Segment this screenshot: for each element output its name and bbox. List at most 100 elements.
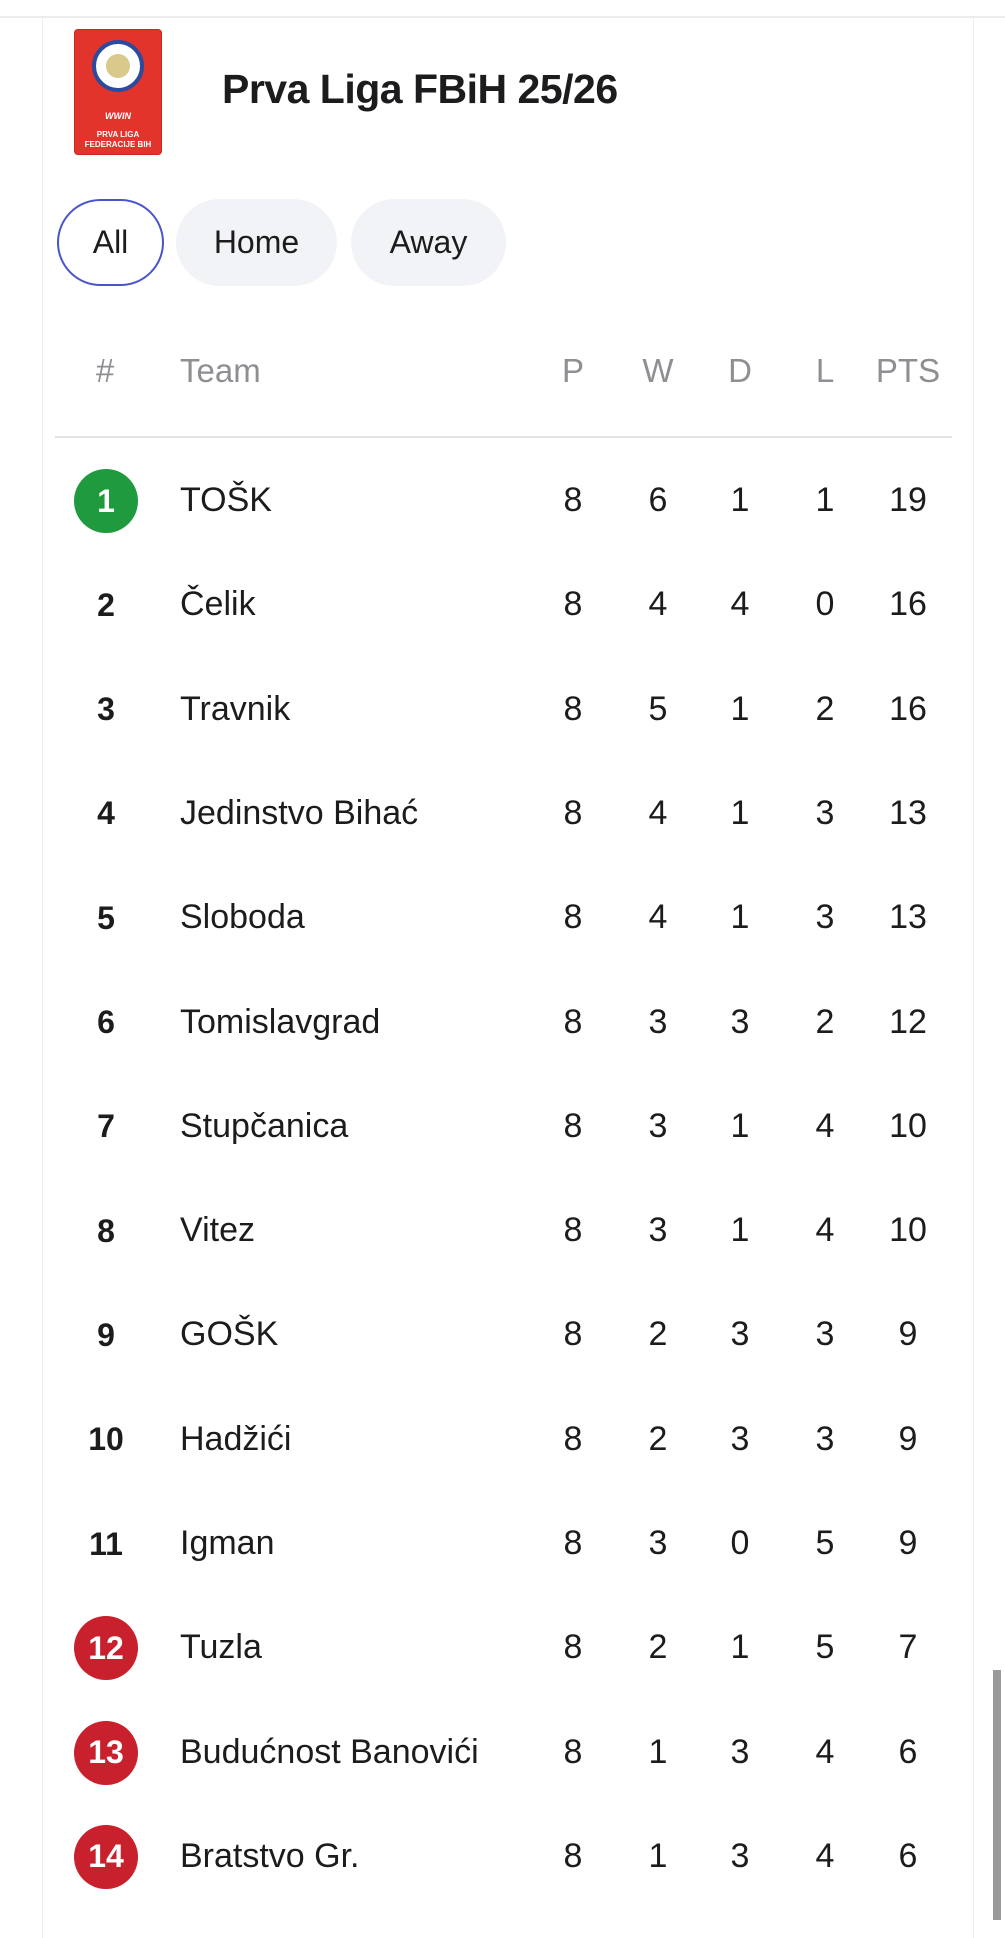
- tab-home[interactable]: Home: [176, 199, 337, 286]
- won: 1: [648, 1836, 668, 1875]
- drawn: 1: [730, 481, 750, 519]
- won: 2: [648, 1628, 668, 1667]
- won: 2: [648, 1315, 668, 1354]
- played: 8: [563, 793, 583, 832]
- position-badge: 12: [74, 1616, 138, 1681]
- points: 16: [889, 689, 927, 728]
- table-row[interactable]: 11 Igman 8 3 0 5 9: [0, 1492, 1005, 1596]
- won: 2: [648, 1419, 668, 1458]
- lost: 3: [815, 793, 835, 832]
- position-badge: 8: [97, 1212, 115, 1249]
- team-name[interactable]: Travnik: [180, 689, 291, 728]
- drawn: 3: [730, 1315, 750, 1354]
- header-won: W: [642, 352, 674, 389]
- lost: 1: [815, 481, 835, 519]
- played: 8: [563, 1732, 583, 1771]
- lost: 2: [815, 689, 835, 728]
- table-row[interactable]: 12 Tuzla 8 2 1 5 7: [0, 1596, 1005, 1700]
- won: 3: [648, 1002, 668, 1041]
- drawn: 3: [730, 1732, 750, 1771]
- won: 6: [648, 481, 668, 519]
- played: 8: [563, 1315, 583, 1354]
- lost: 3: [815, 1419, 835, 1458]
- scrollbar[interactable]: [993, 1670, 1001, 1920]
- drawn: 0: [730, 1524, 750, 1562]
- team-name[interactable]: Vitez: [180, 1211, 255, 1250]
- drawn: 1: [730, 1211, 750, 1250]
- table-row[interactable]: 13 Budućnost Banovići 8 1 3 4 6: [0, 1701, 1005, 1805]
- points: 16: [889, 585, 927, 624]
- position-badge: 2: [97, 586, 115, 623]
- drawn: 3: [730, 1836, 750, 1875]
- position-badge: 14: [74, 1824, 138, 1889]
- league-emblem-icon: [92, 40, 144, 92]
- team-name[interactable]: Bratstvo Gr.: [180, 1836, 360, 1875]
- team-name[interactable]: Igman: [180, 1524, 275, 1562]
- played: 8: [563, 1106, 583, 1145]
- points: 7: [898, 1628, 918, 1667]
- table-row[interactable]: 4 Jedinstvo Bihać 8 4 1 3 13: [0, 762, 1005, 866]
- table-row[interactable]: 9 GOŠK 8 2 3 3 9: [0, 1283, 1005, 1387]
- played: 8: [563, 1524, 583, 1562]
- team-name[interactable]: TOŠK: [180, 481, 272, 519]
- tab-all[interactable]: All: [57, 199, 164, 286]
- team-name[interactable]: Stupčanica: [180, 1106, 349, 1145]
- drawn: 1: [730, 1628, 750, 1667]
- drawn: 1: [730, 689, 750, 728]
- logo-line-1: PRVA LIGA: [96, 130, 140, 139]
- team-name[interactable]: Čelik: [180, 585, 256, 624]
- drawn: 3: [730, 1419, 750, 1458]
- won: 4: [648, 793, 668, 832]
- played: 8: [563, 1419, 583, 1458]
- team-name[interactable]: Tomislavgrad: [180, 1002, 381, 1041]
- won: 4: [648, 585, 668, 624]
- lost: 2: [815, 1002, 835, 1041]
- header-team: Team: [180, 352, 261, 389]
- table-row[interactable]: 2 Čelik 8 4 4 0 16: [0, 553, 1005, 657]
- played: 8: [563, 898, 583, 937]
- lost: 5: [815, 1628, 835, 1667]
- position-badge: 5: [97, 899, 115, 936]
- position-badge: 10: [88, 1421, 124, 1458]
- lost: 0: [815, 585, 835, 624]
- position-badge: 13: [74, 1720, 138, 1785]
- points: 12: [889, 1002, 927, 1041]
- played: 8: [563, 1211, 583, 1250]
- drawn: 4: [730, 585, 750, 624]
- team-name[interactable]: GOŠK: [180, 1315, 279, 1354]
- header-pos: #: [96, 352, 115, 389]
- lost: 4: [815, 1732, 835, 1771]
- points: 13: [889, 898, 927, 937]
- played: 8: [563, 585, 583, 624]
- position-badge: 7: [97, 1108, 115, 1145]
- played: 8: [563, 689, 583, 728]
- won: 3: [648, 1524, 668, 1562]
- table-row[interactable]: 8 Vitez 8 3 1 4 10: [0, 1179, 1005, 1283]
- table-row[interactable]: 6 Tomislavgrad 8 3 3 2 12: [0, 971, 1005, 1075]
- team-name[interactable]: Tuzla: [180, 1628, 262, 1667]
- drawn: 1: [730, 1106, 750, 1145]
- header-drawn: D: [728, 352, 752, 389]
- position-badge: 9: [97, 1316, 115, 1353]
- team-name[interactable]: Jedinstvo Bihać: [180, 793, 419, 832]
- header-points: PTS: [875, 352, 941, 389]
- logo-sponsor: WWIN: [105, 111, 131, 121]
- points: 9: [898, 1315, 918, 1354]
- table-row[interactable]: 14 Bratstvo Gr. 8 1 3 4 6: [0, 1805, 1005, 1909]
- lost: 4: [815, 1836, 835, 1875]
- points: 9: [898, 1524, 918, 1562]
- table-row[interactable]: 3 Travnik 8 5 1 2 16: [0, 658, 1005, 762]
- table-row[interactable]: 7 Stupčanica 8 3 1 4 10: [0, 1075, 1005, 1179]
- won: 3: [648, 1211, 668, 1250]
- team-name[interactable]: Sloboda: [180, 898, 305, 937]
- lost: 4: [815, 1211, 835, 1250]
- lost: 3: [815, 898, 835, 937]
- table-row[interactable]: 1 TOŠK 8 6 1 1 19: [0, 449, 1005, 553]
- table-row[interactable]: 10 Hadžići 8 2 3 3 9: [0, 1388, 1005, 1492]
- tab-away[interactable]: Away: [351, 199, 506, 286]
- team-name[interactable]: Budućnost Banovići: [180, 1732, 479, 1771]
- drawn: 3: [730, 1002, 750, 1041]
- league-title: Prva Liga FBiH 25/26: [222, 66, 618, 112]
- team-name[interactable]: Hadžići: [180, 1419, 292, 1458]
- table-row[interactable]: 5 Sloboda 8 4 1 3 13: [0, 866, 1005, 970]
